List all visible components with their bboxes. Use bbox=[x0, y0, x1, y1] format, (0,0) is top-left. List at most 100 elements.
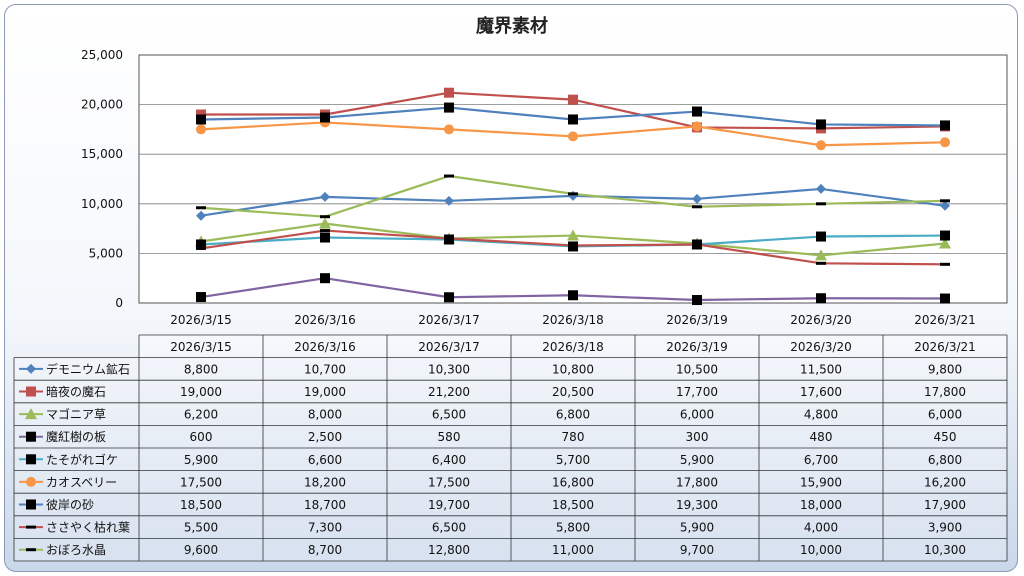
table-cell: 6,800 bbox=[928, 453, 962, 467]
legend-label: 暗夜の魔石 bbox=[46, 384, 106, 399]
point-marker bbox=[568, 243, 578, 247]
table-cell: 9,600 bbox=[184, 543, 218, 557]
table-cell: 10,800 bbox=[552, 362, 594, 376]
point-marker bbox=[568, 131, 578, 142]
table-cell: 6,500 bbox=[432, 521, 466, 535]
table-cell: 580 bbox=[438, 430, 461, 444]
series-4 bbox=[196, 273, 950, 306]
legend-key bbox=[19, 499, 43, 510]
point-marker bbox=[26, 548, 36, 552]
point-marker bbox=[196, 206, 206, 210]
table-cell: 6,000 bbox=[680, 408, 714, 422]
point-marker bbox=[196, 114, 206, 125]
table-cell: 5,900 bbox=[680, 521, 714, 535]
table-cell: 11,000 bbox=[552, 543, 594, 557]
table-cell: 2,500 bbox=[308, 430, 342, 444]
table-cell: 6,600 bbox=[308, 453, 342, 467]
point-marker bbox=[320, 229, 330, 233]
point-marker bbox=[26, 525, 36, 529]
legend-key bbox=[19, 363, 43, 374]
table-cell: 15,900 bbox=[800, 475, 842, 489]
y-tick-label: 5,000 bbox=[89, 246, 123, 260]
table-cell: 20,500 bbox=[552, 385, 594, 399]
y-tick-label: 25,000 bbox=[81, 48, 123, 62]
legend-key bbox=[19, 476, 43, 487]
legend-label: 魔紅樹の板 bbox=[46, 429, 106, 444]
legend-label: ささやく枯れ葉 bbox=[46, 520, 130, 535]
table-cell: 11,500 bbox=[800, 362, 842, 376]
y-tick-label: 20,000 bbox=[81, 98, 123, 112]
point-marker bbox=[940, 120, 950, 131]
table-cell: 9,800 bbox=[928, 362, 962, 376]
table-cell: 18,200 bbox=[304, 475, 346, 489]
table-cell: 19,000 bbox=[180, 385, 222, 399]
point-marker bbox=[26, 476, 36, 487]
table-cell: 300 bbox=[686, 430, 709, 444]
legend-key bbox=[19, 386, 43, 397]
point-marker bbox=[319, 217, 331, 229]
legend-key bbox=[19, 454, 43, 465]
table-cell: 9,700 bbox=[680, 543, 714, 557]
point-marker bbox=[816, 202, 826, 206]
table-header-cell: 2026/3/18 bbox=[542, 340, 604, 354]
point-marker bbox=[567, 229, 579, 241]
legend-key bbox=[19, 525, 43, 529]
table-cell: 8,700 bbox=[308, 543, 342, 557]
point-marker bbox=[196, 210, 206, 221]
point-marker bbox=[815, 249, 827, 261]
table-cell: 8,000 bbox=[308, 408, 342, 422]
table-cell: 780 bbox=[562, 430, 585, 444]
point-marker bbox=[26, 431, 36, 442]
point-marker bbox=[26, 363, 36, 374]
legend-label: 彼岸の砂 bbox=[46, 498, 94, 512]
table-cell: 10,000 bbox=[800, 543, 842, 557]
series-8 bbox=[196, 229, 950, 266]
y-tick-label: 15,000 bbox=[81, 147, 123, 161]
table-header-cell: 2026/3/19 bbox=[666, 340, 728, 354]
table-cell: 5,700 bbox=[556, 453, 590, 467]
point-marker bbox=[444, 292, 454, 303]
table-cell: 10,300 bbox=[428, 362, 470, 376]
table-cell: 16,200 bbox=[924, 475, 966, 489]
table-cell: 18,700 bbox=[304, 498, 346, 512]
table-cell: 10,500 bbox=[676, 362, 718, 376]
point-marker bbox=[568, 192, 578, 196]
table-cell: 19,700 bbox=[428, 498, 470, 512]
point-marker bbox=[444, 124, 454, 135]
series-1 bbox=[196, 183, 950, 221]
table-cell: 6,500 bbox=[432, 408, 466, 422]
point-marker bbox=[444, 237, 454, 241]
table-cell: 18,500 bbox=[180, 498, 222, 512]
point-marker bbox=[692, 242, 702, 246]
point-marker bbox=[816, 183, 826, 194]
table-cell: 17,800 bbox=[676, 475, 718, 489]
chart-title: 魔界素材 bbox=[476, 16, 548, 37]
table-header-cell: 2026/3/16 bbox=[294, 340, 356, 354]
legend-label: カオスベリー bbox=[46, 475, 117, 489]
x-tick-label: 2026/3/19 bbox=[666, 313, 728, 327]
point-marker bbox=[568, 290, 578, 301]
legend-label: おぼろ水晶 bbox=[46, 543, 106, 557]
legend-label: たそがれゴケ bbox=[46, 452, 118, 467]
table-cell: 10,700 bbox=[304, 362, 346, 376]
table-cell: 6,400 bbox=[432, 453, 466, 467]
table-cell: 6,700 bbox=[804, 453, 838, 467]
table-cell: 480 bbox=[810, 430, 833, 444]
legend-key bbox=[19, 548, 43, 552]
table-cell: 6,000 bbox=[928, 408, 962, 422]
table-cell: 17,700 bbox=[676, 385, 718, 399]
table-body-bg bbox=[14, 357, 1007, 561]
table-cell: 21,200 bbox=[428, 385, 470, 399]
point-marker bbox=[196, 124, 206, 135]
table-header-cell: 2026/3/15 bbox=[170, 340, 232, 354]
point-marker bbox=[940, 293, 950, 304]
point-marker bbox=[196, 292, 206, 303]
x-tick-label: 2026/3/20 bbox=[790, 313, 852, 327]
point-marker bbox=[26, 454, 36, 465]
point-marker bbox=[26, 386, 36, 397]
point-marker bbox=[940, 137, 950, 148]
table-cell: 450 bbox=[934, 430, 957, 444]
x-tick-label: 2026/3/16 bbox=[294, 313, 356, 327]
point-marker bbox=[320, 215, 330, 219]
